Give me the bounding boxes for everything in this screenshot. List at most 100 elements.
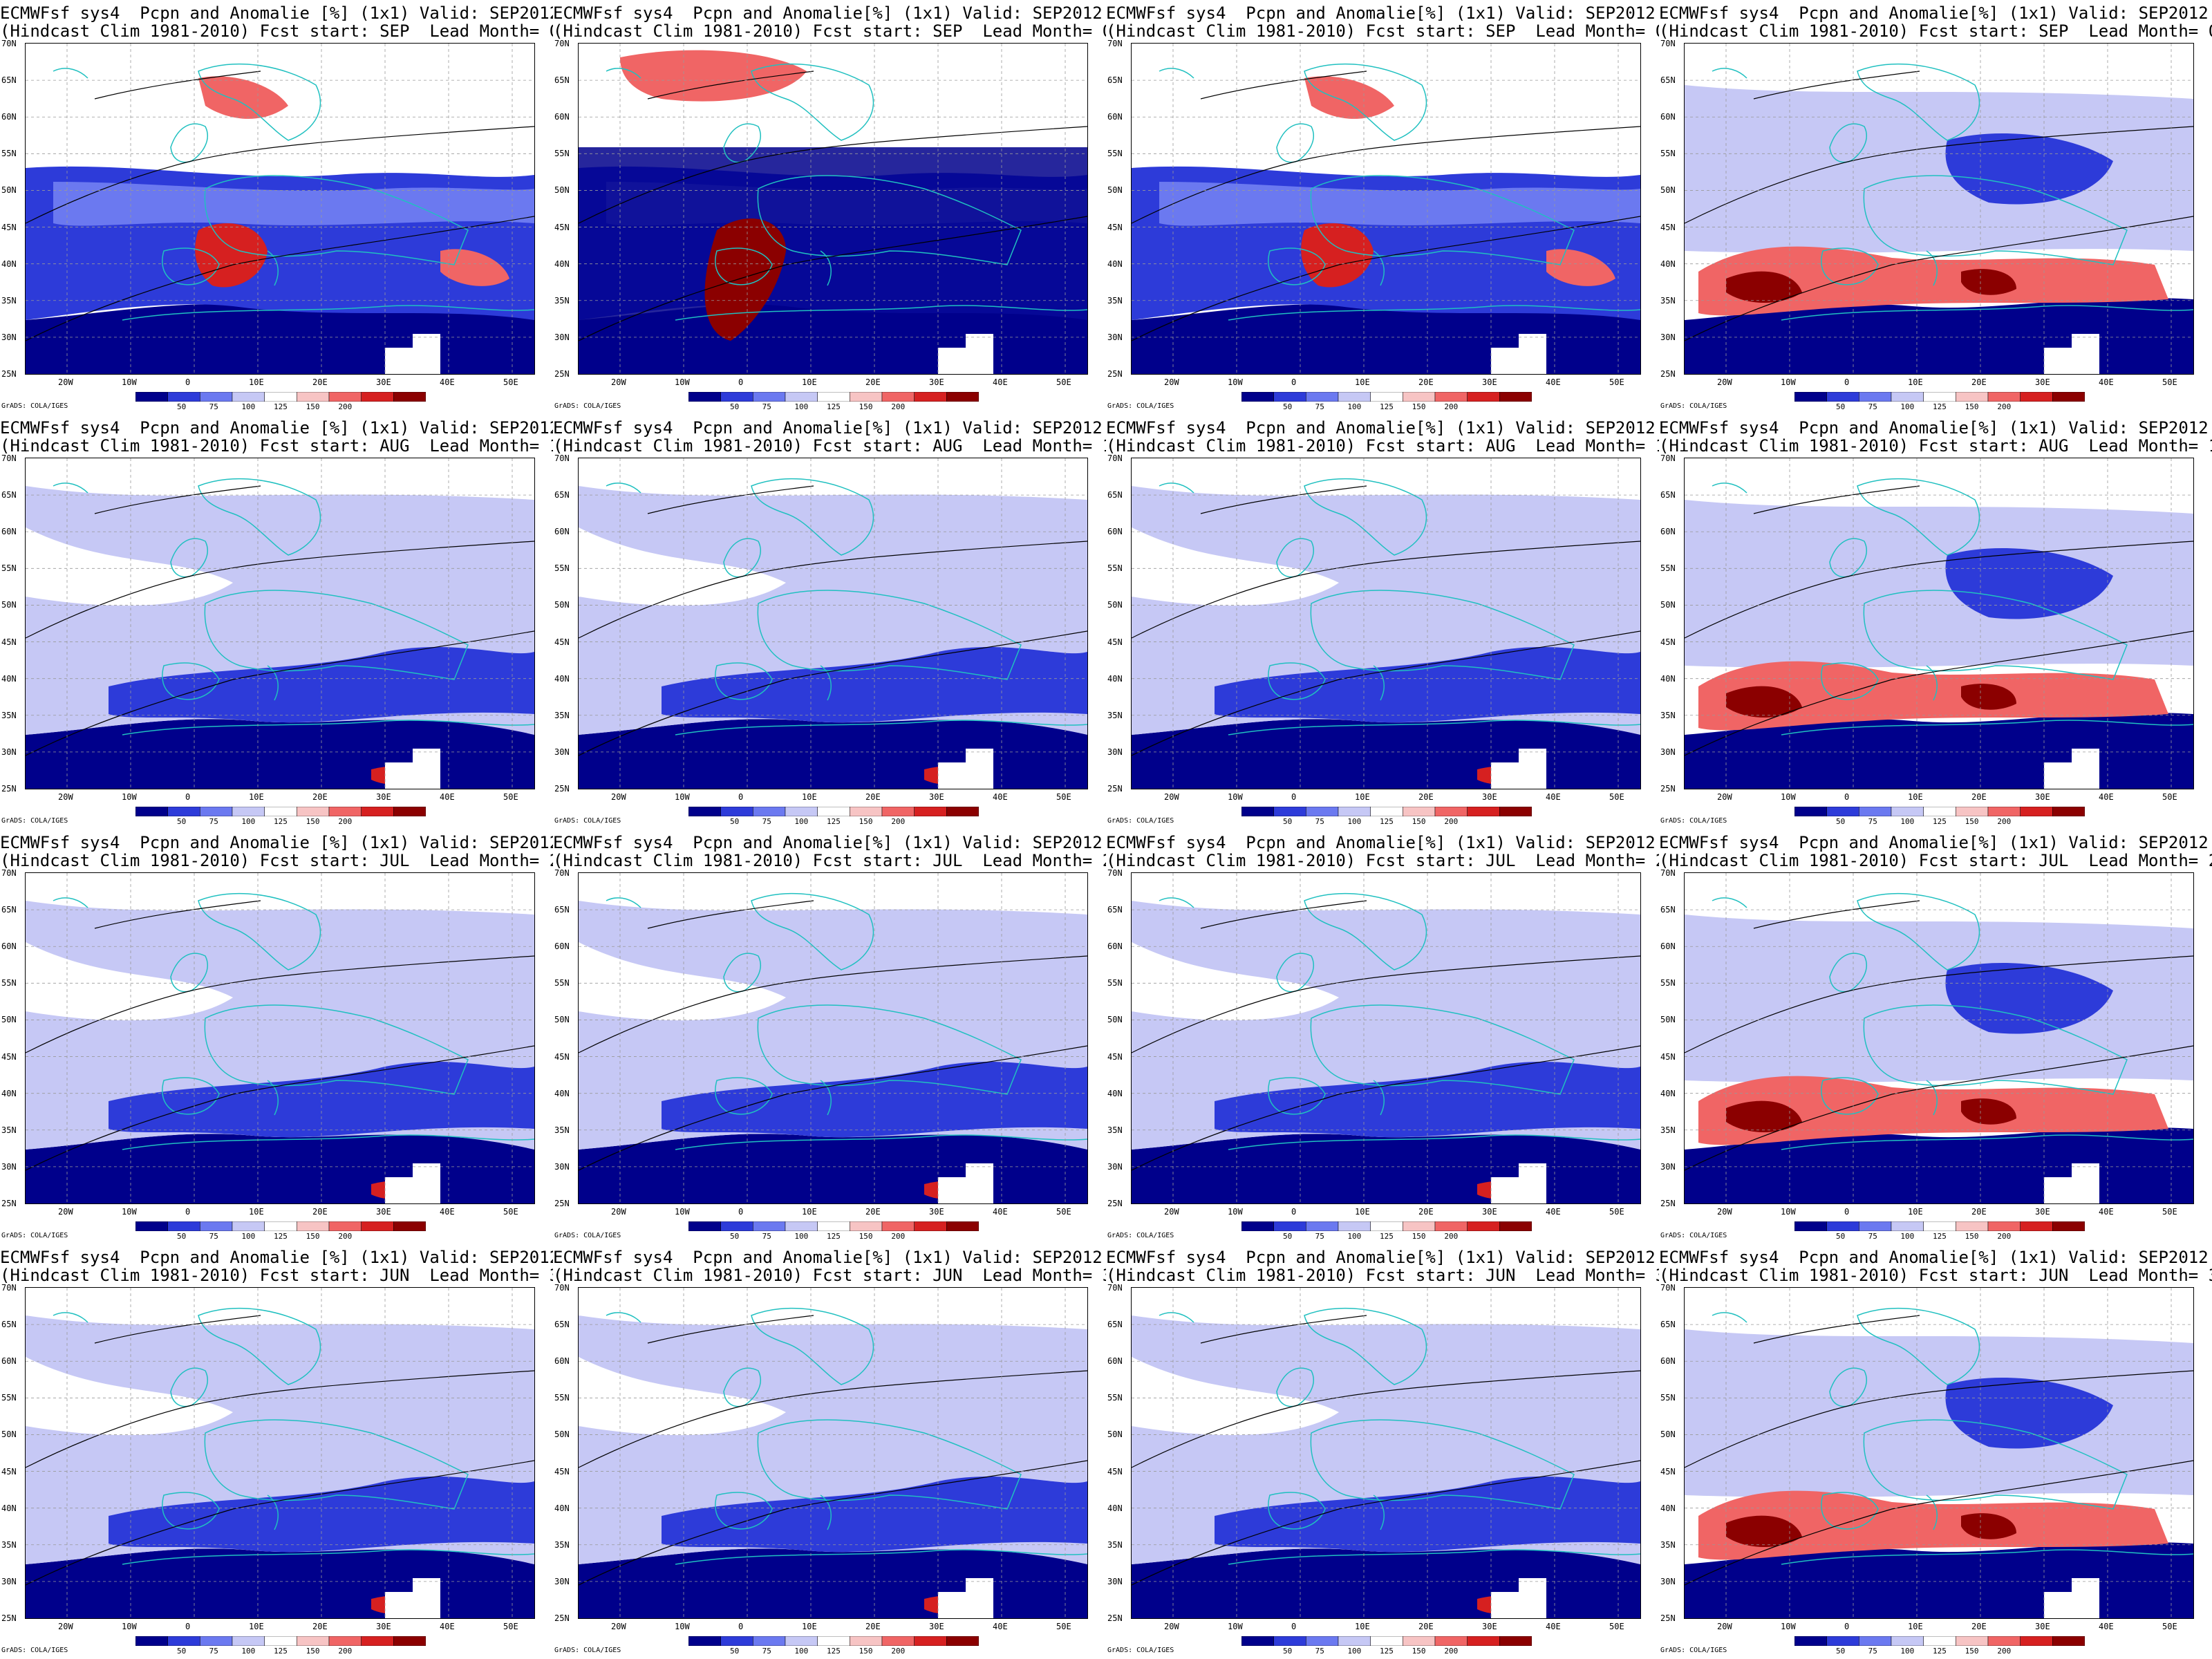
longitude-label: 10W <box>675 377 690 387</box>
latitude-label: 25N <box>1107 784 1123 794</box>
coastlines <box>1159 478 1640 735</box>
colorbar-swatch <box>1794 391 1827 402</box>
colorbar-tick-label: 125 <box>1933 1647 1947 1656</box>
contour-lines <box>579 485 1087 756</box>
colorbar-swatch <box>2052 806 2086 817</box>
colorbar-tick-label: 150 <box>306 1647 320 1656</box>
longitude-label: 50E <box>1609 792 1624 802</box>
map-panel: ECMWFsf sys4 Pcpn and Anomalie[%] (1x1) … <box>1659 1244 2212 1659</box>
colorbar-swatch <box>1826 391 1859 402</box>
latitude-label: 70N <box>1107 39 1123 48</box>
colorbar-tick-label: 50 <box>177 1647 187 1656</box>
latitude-label: 70N <box>1 1283 17 1293</box>
colorbar-swatch <box>1826 1635 1859 1647</box>
latitude-label: 60N <box>554 1356 570 1367</box>
colorbar-tick-label: 125 <box>1933 817 1947 826</box>
latitude-label: 45N <box>554 222 570 232</box>
map-panel: ECMWFsf sys4 Pcpn and Anomalie[%] (1x1) … <box>553 1244 1106 1659</box>
colorbar-tick-label: 200 <box>338 1232 353 1241</box>
colorbar-tick-label: 100 <box>1347 402 1362 411</box>
colorbar-tick-label: 125 <box>827 1647 841 1656</box>
latitude-label: 45N <box>554 1051 570 1062</box>
colorbar-tick-label: 200 <box>1444 1647 1459 1656</box>
colorbar-swatch <box>753 1635 786 1647</box>
colorbar-swatch <box>1273 806 1306 817</box>
colorbar-swatch <box>232 806 265 817</box>
contour-lines <box>1132 485 1640 756</box>
map-svg <box>579 1288 1087 1618</box>
panel-title-line2: (Hindcast Clim 1981-2010) Fcst start: JU… <box>0 851 553 870</box>
map-panel: ECMWFsf sys4 Pcpn and Anomalie [%] (1x1)… <box>0 415 553 830</box>
latitude-label: 45N <box>1107 637 1123 647</box>
panel-title-line2: (Hindcast Clim 1981-2010) Fcst start: AU… <box>553 436 1106 456</box>
latitude-label: 35N <box>1 1539 17 1550</box>
longitude-label: 20W <box>1717 1622 1732 1631</box>
latitude-label: 55N <box>1 149 17 159</box>
latitude-label: 50N <box>1660 1430 1676 1440</box>
graticule <box>1132 1288 1640 1618</box>
longitude-label: 30E <box>1482 1207 1497 1217</box>
latitude-label: 50N <box>1107 600 1123 610</box>
longitude-label: 10E <box>249 1207 264 1217</box>
colorbar-swatch <box>1859 806 1892 817</box>
longitude-label: 0 <box>1844 1622 1850 1631</box>
latitude-label: 70N <box>1660 39 1676 48</box>
map-panel: ECMWFsf sys4 Pcpn and Anomalie[%] (1x1) … <box>1659 0 2212 415</box>
latitude-label: 25N <box>554 784 570 794</box>
south-red-anomaly <box>1301 223 1374 288</box>
colorbar-swatch <box>914 391 947 402</box>
contour-lines <box>26 71 534 341</box>
colorbar-tick-label: 100 <box>794 402 809 411</box>
colorbar-tick-label: 50 <box>730 1232 740 1241</box>
colorbar-swatch <box>1467 391 1500 402</box>
dark-red-core <box>1726 1515 1802 1547</box>
latitude-label: 40N <box>1107 673 1123 684</box>
field-layer <box>579 873 1087 1203</box>
colorbar-tick-label: 100 <box>794 817 809 826</box>
grads-credit: GrADS: COLA/IGES <box>1660 817 1727 825</box>
graticule <box>579 458 1087 789</box>
colorbar-swatch <box>1499 391 1533 402</box>
coastlines <box>1712 1307 2193 1565</box>
graticule <box>26 44 534 374</box>
latitude-label: 55N <box>1 563 17 574</box>
longitude-label: 40E <box>1546 1207 1561 1217</box>
colorbar-swatch <box>297 1635 330 1647</box>
latitude-label: 45N <box>1 1466 17 1477</box>
longitude-label: 40E <box>440 1622 455 1631</box>
latitude-label: 65N <box>1 905 17 915</box>
colorbar-swatch <box>2052 1221 2086 1232</box>
blue-anomaly <box>1215 646 1640 723</box>
blue-anomaly <box>662 646 1087 723</box>
latitude-label: 60N <box>1 1356 17 1367</box>
dark-red-core-2 <box>1961 684 2016 710</box>
colorbar-tick-label: 125 <box>1380 402 1394 411</box>
colorbar-swatch <box>167 806 200 817</box>
colorbar-tick-label: 75 <box>209 817 218 826</box>
panel-title-line2: (Hindcast Clim 1981-2010) Fcst start: AU… <box>0 436 553 456</box>
colorbar-swatch <box>785 1635 818 1647</box>
latitude-label: 60N <box>1107 1356 1123 1367</box>
anomaly-map <box>578 1287 1088 1619</box>
panel-title-line1: ECMWFsf sys4 Pcpn and Anomalie [%] (1x1)… <box>0 1248 553 1267</box>
colorbar-swatch <box>1987 391 2021 402</box>
colorbar-swatch <box>817 1635 850 1647</box>
colorbar-tick-label: 200 <box>338 402 353 411</box>
latitude-label: 70N <box>1660 453 1676 463</box>
colorbar-tick-label: 125 <box>827 1232 841 1241</box>
latitude-label: 30N <box>1660 747 1676 757</box>
colorbar-swatch <box>2052 391 2086 402</box>
panel-title-line2: (Hindcast Clim 1981-2010) Fcst start: AU… <box>1659 436 2212 456</box>
contour-lines <box>579 1315 1087 1586</box>
longitude-label: 40E <box>2099 377 2114 387</box>
latitude-label: 55N <box>554 1393 570 1403</box>
latitude-label: 60N <box>1107 112 1123 122</box>
longitude-label: 30E <box>929 792 944 802</box>
colorbar-tick-label: 150 <box>306 402 320 411</box>
latitude-label: 50N <box>554 1430 570 1440</box>
longitude-label: 10E <box>249 1622 264 1631</box>
grads-credit: GrADS: COLA/IGES <box>1107 1647 1174 1654</box>
colorbar-tick-label: 75 <box>209 1232 218 1241</box>
longitude-label: 10W <box>1228 377 1243 387</box>
colorbar-swatch <box>1794 1221 1827 1232</box>
